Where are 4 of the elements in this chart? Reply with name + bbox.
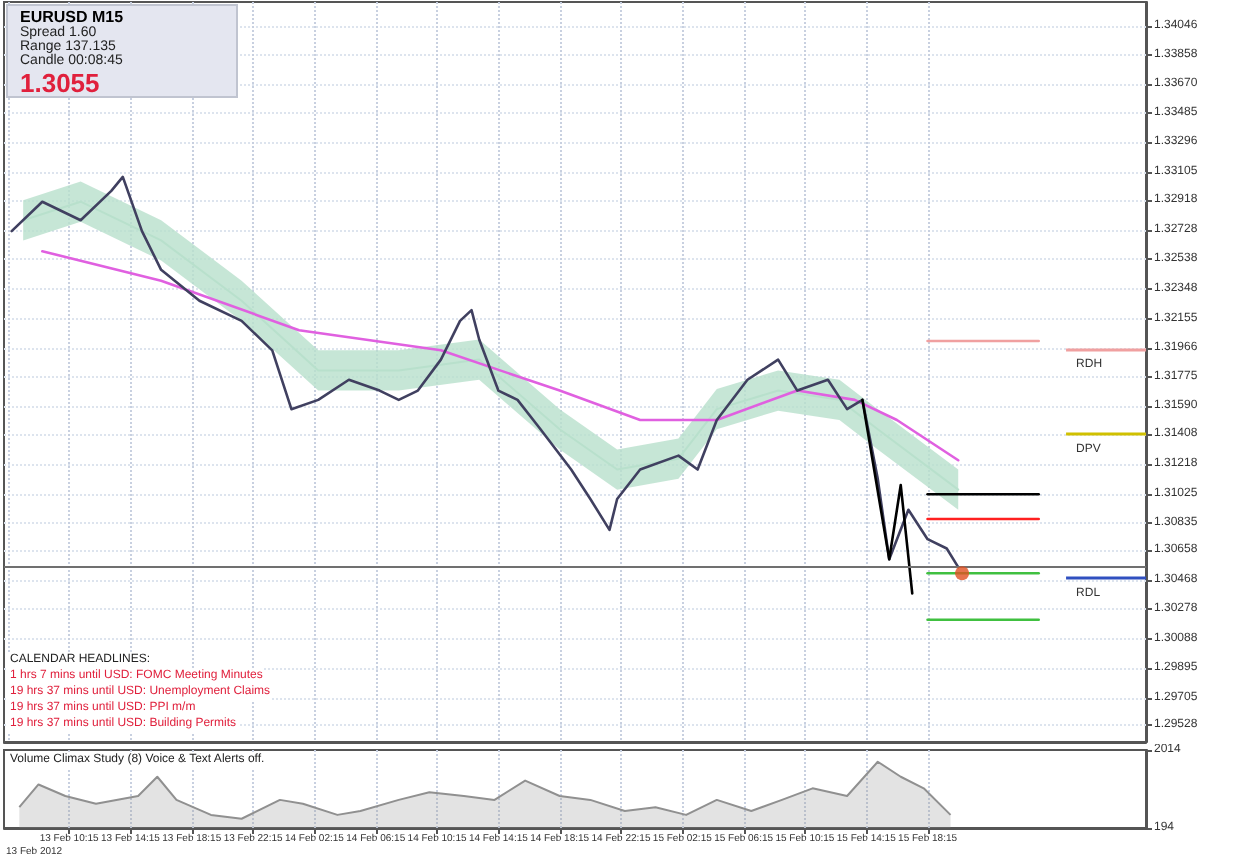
- line-series: [861, 398, 914, 595]
- chart-title: EURUSD M15: [20, 8, 126, 26]
- annotation: 1.3055: [20, 68, 102, 98]
- line-series: [41, 249, 960, 462]
